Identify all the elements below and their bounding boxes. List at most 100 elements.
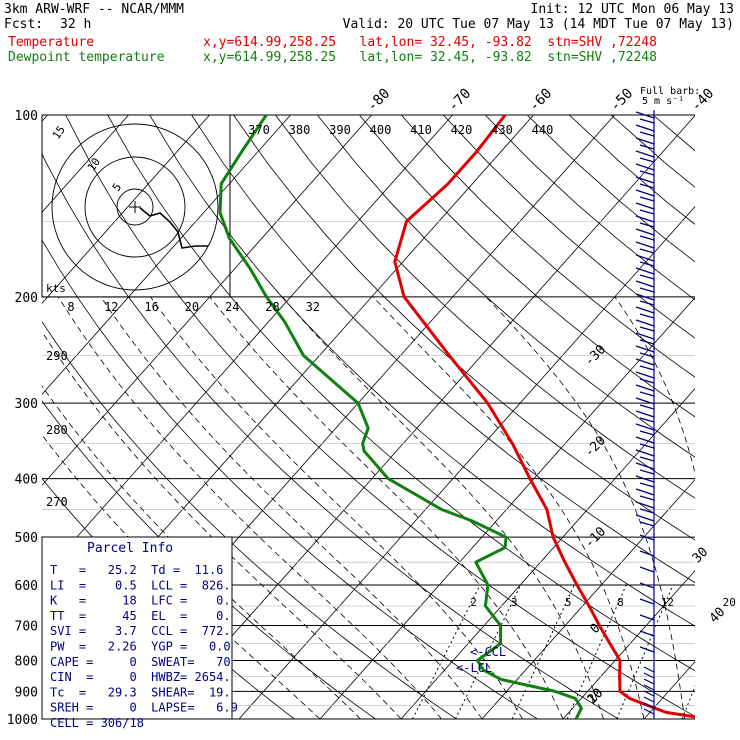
wind-barb [635,241,655,249]
wind-barb [635,267,655,275]
parcel-info-row: CELL = 306/18 [50,716,144,730]
wind-barb [639,534,655,541]
moist-adiabat-line [282,296,604,719]
wind-barb [643,666,655,673]
wind-barb [635,124,655,132]
mixing-ratio-line [616,584,674,719]
moist-adiabat-line [57,296,442,719]
theta-label: 400 [370,123,392,137]
isotherm-label: 30 [690,545,712,567]
mixing-ratio-label: 8 [617,596,624,609]
hodograph-frame [41,114,231,298]
isotherm-label: -10 [582,524,609,551]
wind-barb [643,696,655,703]
barb-legend-title: Full barb: [640,86,700,97]
wind-barb [639,378,655,384]
wind-barb [639,287,655,293]
wind-barb [639,521,655,527]
wind-barb [639,456,655,462]
temperature-legend: Temperature [8,35,95,50]
wind-barb [639,582,655,589]
wind-barb [635,475,655,483]
dry-adiabat-line [275,115,695,499]
pressure-label: 600 [15,579,38,594]
moist-adiabat-line [485,296,685,719]
temperature-profile [393,115,695,719]
wind-barb [643,708,655,715]
moist-adiabat-line [42,331,402,719]
wind-barb [639,352,655,358]
dewpoint-legend: Dewpoint temperature [8,50,165,65]
dry-adiabat-line [526,115,695,263]
wind-barb [639,646,655,653]
dry-adiabat-line [359,115,695,418]
moist-adiabat-line [150,296,523,719]
wind-barb [635,306,655,314]
isotherm-line [238,206,695,719]
isotherm-label: -20 [582,433,609,460]
isotherm-label: -30 [582,342,609,369]
wind-barb [639,508,655,514]
isotherm-line [400,388,695,719]
lcl-annotation: <-LCL [456,661,492,675]
theta-label: 420 [451,123,473,137]
pressure-label: 300 [15,397,38,412]
parcel-info-row: K = 18 LFC = 0. [50,594,231,608]
isotherm-line [42,115,210,304]
mixing-ratio-label: 5 [565,596,572,609]
dry-adiabat-line [42,321,457,719]
hodograph-speed-label: 16 [144,300,158,314]
wind-barb [639,404,655,410]
wind-barb [643,678,655,685]
wind-barb [635,514,655,522]
pressure-label: 900 [15,685,38,700]
wind-barb [639,391,655,397]
isotherm-line [42,115,453,577]
wind-barb [639,598,655,605]
wind-barb [639,482,655,488]
mixing-ratio-label: 3 [511,596,518,609]
hodograph-speed-label: 28 [265,300,279,314]
dry-adiabat-line [65,115,695,717]
dry-adiabat-line [149,115,695,627]
wind-barb [639,170,655,176]
parcel-info-box [41,536,233,720]
theta-label: 390 [329,123,351,137]
hodograph-ring-label: 10 [85,155,103,173]
wind-barb [635,319,655,327]
isotherm-label: 20 [585,686,607,708]
isotherm-line [481,479,695,719]
wind-barb [639,222,655,228]
wind-barb [635,397,655,405]
hodograph-speed-label: 20 [185,300,199,314]
mixing-ratio-label: 12 [661,596,674,609]
isotherm-label: -50 [607,86,636,115]
isotherm-line [562,570,695,719]
wind-barb [639,339,655,345]
wind-barb [639,235,655,241]
wind-barb [639,326,655,332]
mixing-ratio-label: 2 [470,596,477,609]
isotherm-label: -60 [526,86,555,115]
hodograph-ring [116,188,154,226]
valid-time: Valid: 20 UTC Tue 07 May 13 (14 MDT Tue … [342,17,734,32]
hodograph-speed-label: 12 [104,300,118,314]
hodograph-ring [84,156,186,258]
wind-barb [643,672,655,679]
moist-adiabat-line [372,296,645,719]
theta-label: 270 [46,495,68,509]
wind-barb [639,313,655,319]
pressure-label: 500 [15,531,38,546]
wind-barb [635,462,655,470]
theta-label: 430 [491,123,513,137]
wind-barb [639,495,655,501]
parcel-info-row: SREH = 0 LAPSE= 6.9 [50,701,238,715]
isotherm-line [157,115,695,719]
wind-barb [635,254,655,262]
wind-barb [635,423,655,431]
dry-adiabat-line [694,115,695,116]
wind-barb [635,449,655,457]
theta-label: 290 [46,349,68,363]
wind-barb [639,131,655,137]
theta-label: 280 [46,423,68,437]
